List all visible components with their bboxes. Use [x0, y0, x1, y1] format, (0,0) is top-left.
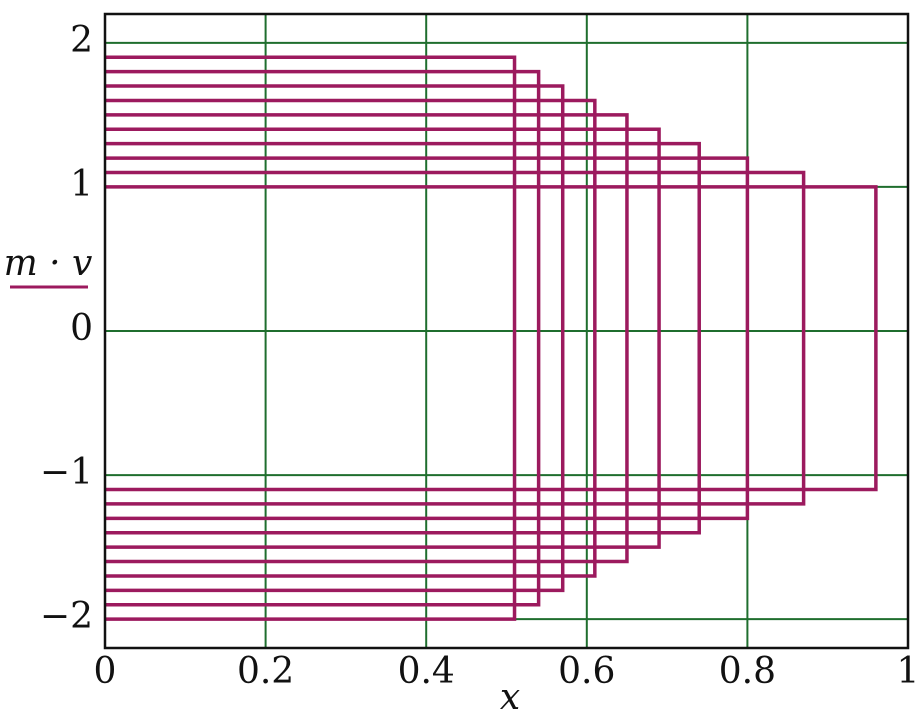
series-line — [105, 170, 806, 506]
series-line — [105, 141, 701, 535]
series-line — [105, 84, 565, 593]
x-tick-label: 0 — [94, 651, 117, 692]
x-tick-label: 0.8 — [719, 651, 776, 692]
x-axis-label: x — [500, 677, 520, 718]
series-line — [105, 185, 878, 492]
series-line — [105, 69, 541, 607]
x-tick-label: 0.6 — [558, 651, 615, 692]
series-line — [105, 55, 517, 621]
series-line — [105, 98, 597, 578]
x-tick-label: 1 — [897, 651, 920, 692]
x-tick-label: 0.2 — [237, 651, 294, 692]
series-line — [105, 113, 629, 564]
y-axis-label: m · v — [4, 243, 93, 284]
y-tick-label: −2 — [40, 596, 93, 637]
plot-frame — [103, 12, 910, 650]
y-tick-label: 2 — [70, 20, 93, 61]
y-tick-label: 0 — [70, 308, 93, 349]
x-tick-label: 0.4 — [398, 651, 455, 692]
series-line — [105, 156, 750, 521]
y-tick-label: −1 — [40, 452, 93, 493]
series-line — [105, 127, 661, 549]
y-tick-label: 1 — [70, 164, 93, 205]
